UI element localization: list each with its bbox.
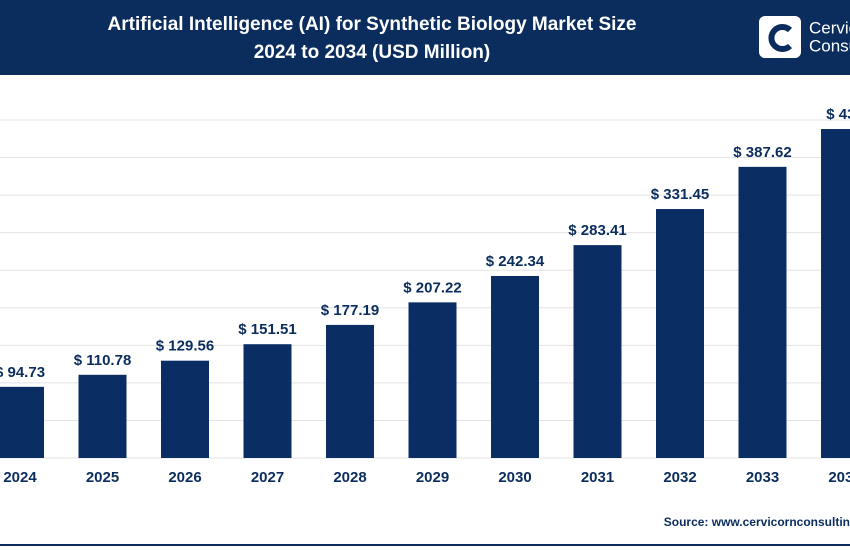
bar [161,360,209,458]
x-tick-label: 2028 [333,469,366,486]
data-label: $ 438 [826,106,850,123]
bar [243,344,292,458]
source: Source: www.cervicornconsultin [664,515,850,529]
chart-subtitle: 2024 to 2034 (USD Million) [254,42,491,63]
x-tick-label: 2025 [86,469,119,486]
data-label: $ 283.41 [568,222,626,239]
x-tick-label: 2027 [251,469,284,486]
bar [656,209,704,458]
bar [0,386,44,458]
data-label: $ 94.73 [0,364,45,381]
bar [821,129,850,458]
header-band [0,0,850,75]
data-label: $ 151.51 [238,321,296,338]
data-label: $ 242.34 [486,253,545,270]
bar [573,245,622,458]
x-tick-label: 2033 [746,469,779,486]
data-label: $ 331.45 [651,186,709,203]
x-tick-label: 2034 [828,469,850,486]
data-label: $ 387.62 [733,144,791,161]
bar [326,324,374,458]
x-tick-label: 2031 [581,469,614,486]
logo-mark [768,24,793,52]
logo-text: Cervic [809,18,850,37]
data-label: $ 207.22 [403,279,461,296]
x-tick-label: 2026 [168,469,201,486]
x-tick-label: 2030 [498,469,531,486]
bar [408,302,457,458]
x-tick-label: 2029 [416,469,449,486]
logo-text: Consu [809,36,850,55]
bar [491,275,539,458]
bar [738,166,787,458]
bar [78,374,127,458]
x-tick-label: 2024 [3,469,37,486]
data-label: $ 177.19 [321,302,379,319]
x-tick-label: 2032 [663,469,696,486]
data-label: $ 129.56 [156,338,214,355]
data-label: $ 110.78 [74,352,132,369]
chart-title: Artificial Intelligence (AI) for Synthet… [108,14,637,35]
